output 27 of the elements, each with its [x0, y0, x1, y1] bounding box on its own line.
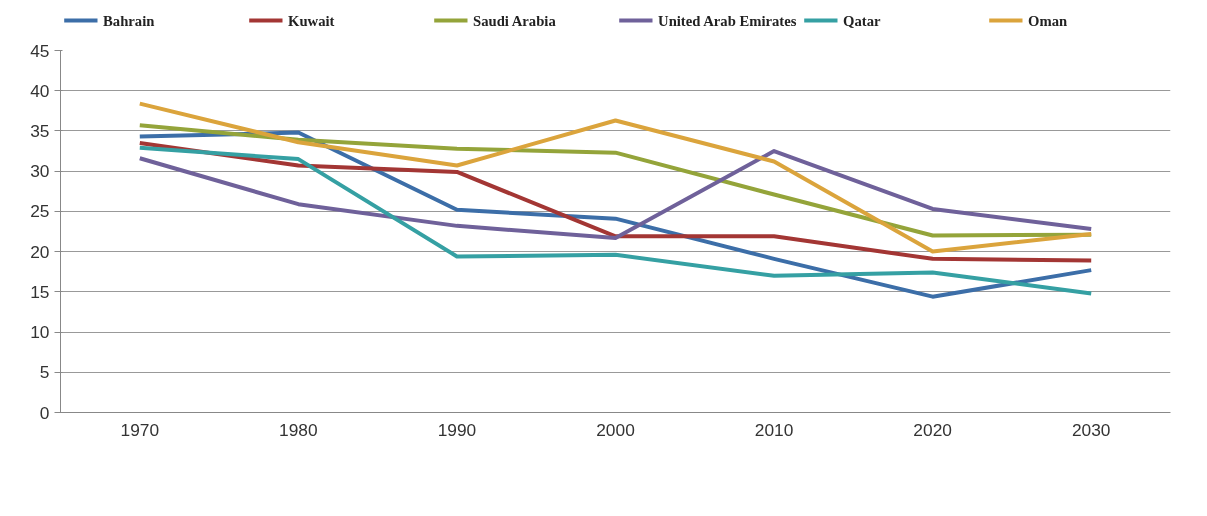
legend-label: Bahrain	[103, 12, 155, 29]
x-tick-label: 2020	[913, 419, 952, 440]
x-tick-label: 2010	[754, 419, 794, 440]
y-tick-label: 25	[30, 201, 50, 222]
line-series	[137, 141, 1094, 263]
y-tick-label: 35	[30, 120, 50, 141]
legend-label: United Arab Emirates	[658, 12, 797, 29]
x-tick-label: 1980	[279, 419, 318, 440]
line-series	[137, 149, 1094, 240]
y-tick-label: 5	[39, 362, 50, 383]
line-series	[137, 101, 1094, 254]
y-tick-label: 0	[39, 402, 50, 423]
y-tick-label: 15	[30, 281, 50, 302]
line-series	[137, 123, 1094, 238]
y-tick-label: 30	[30, 161, 50, 182]
legend-label: Saudi Arabia	[473, 12, 557, 29]
legend-label: Kuwait	[288, 12, 335, 29]
x-tick-label: 1990	[437, 419, 477, 440]
y-tick-label: 45	[30, 40, 50, 61]
y-tick-label: 40	[30, 80, 50, 101]
legend-label: Oman	[1028, 12, 1068, 29]
x-tick-label: 2030	[1071, 419, 1111, 440]
y-tick-label: 10	[30, 322, 50, 343]
x-tick-label: 2000	[596, 419, 635, 440]
x-tick-label: 1970	[120, 419, 160, 440]
y-tick-label: 20	[30, 241, 50, 262]
legend-label: Qatar	[843, 12, 881, 29]
